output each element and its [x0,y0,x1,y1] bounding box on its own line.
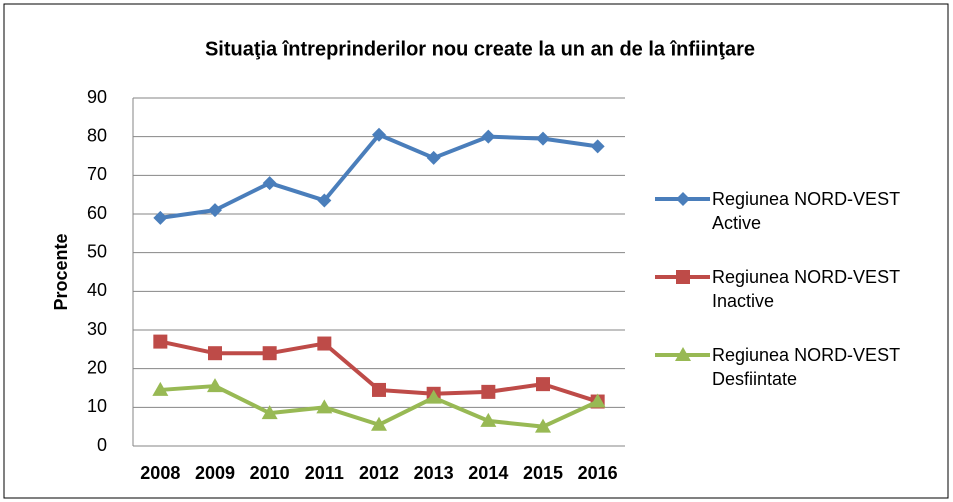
legend-label: Regiunea NORD-VEST Desfiintate [712,345,900,389]
y-tick-label: 20 [87,357,107,377]
x-tick-label: 2009 [195,463,235,483]
point-marker [371,416,387,431]
point-marker [153,210,168,225]
x-tick-label: 2011 [305,463,344,483]
point-marker [317,193,332,208]
y-tick-label: 50 [87,241,107,261]
point-marker [590,139,605,154]
point-marker [208,203,222,218]
point-marker [153,334,168,349]
x-tick-label: 2010 [250,463,290,483]
chart-title: Situaţia întreprinderilor nou create la … [205,38,755,60]
point-marker [481,384,496,399]
y-tick-label: 60 [87,203,107,223]
point-marker [262,176,277,191]
point-marker [372,382,386,397]
y-tick-label: 30 [87,319,107,339]
x-tick-label: 2012 [359,463,399,483]
point-marker [536,377,550,392]
y-tick-label: 70 [87,164,107,184]
point-marker [426,150,441,165]
point-marker [425,389,442,404]
y-axis-label: Procente [51,233,71,310]
point-marker [261,405,278,420]
point-marker [317,336,332,351]
chart-border [3,3,949,499]
point-marker [535,418,551,433]
x-tick-label: 2015 [523,463,563,483]
point-marker [676,270,690,284]
y-tick-label: 10 [87,396,107,416]
x-tick-label: 2013 [414,463,454,483]
point-marker [372,127,386,142]
point-marker [207,378,223,393]
point-marker [152,381,169,396]
point-marker [589,393,606,408]
y-tick-label: 0 [97,435,107,455]
point-marker [316,399,333,414]
y-tick-label: 90 [87,87,107,107]
point-marker [675,347,691,361]
x-tick-label: 2014 [468,463,508,483]
y-tick-label: 80 [87,125,107,145]
point-marker [480,412,497,427]
point-marker [536,131,550,146]
series-line [160,132,598,220]
legend-label: Regiunea NORD-VEST Active [712,189,900,233]
point-marker [676,192,690,206]
x-tick-label: 2008 [140,463,180,483]
x-tick-label: 2016 [578,463,618,483]
legend-label: Regiunea NORD-VEST Inactive [712,267,900,311]
y-tick-label: 40 [87,280,107,300]
point-marker [208,346,222,361]
point-marker [262,346,277,361]
point-marker [481,129,496,144]
